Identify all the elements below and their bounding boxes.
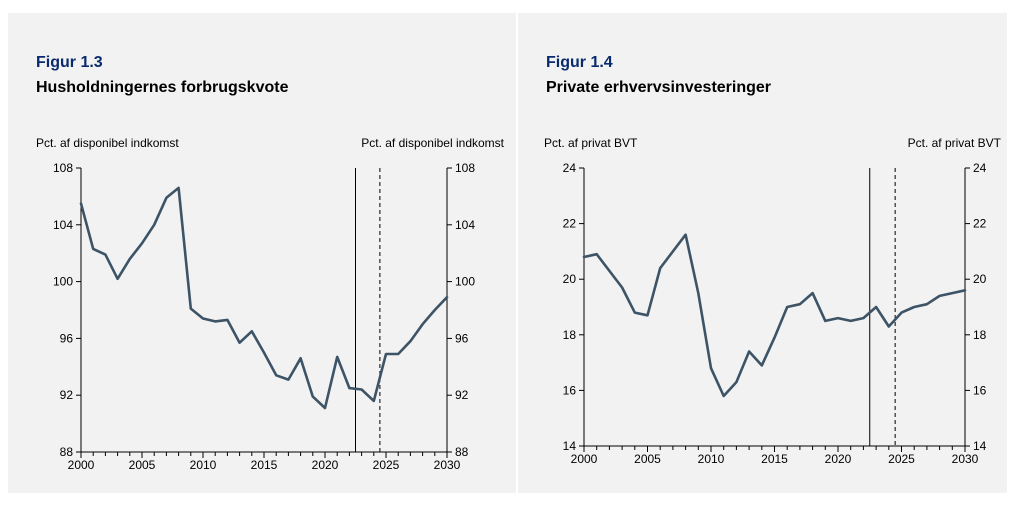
figure-number: Figur 1.4 [546, 54, 613, 71]
y-tick-label-left: 96 [60, 331, 74, 345]
chart-title: Husholdningernes forbrugskvote [36, 79, 289, 96]
x-tick-label: 2030 [952, 452, 979, 466]
y-tick-label-left: 16 [563, 383, 577, 397]
y-axis-label-right: Pct. af disponibel indkomst [361, 136, 504, 150]
x-tick-label: 2025 [373, 458, 400, 472]
x-tick-label: 2000 [68, 458, 95, 472]
x-tick-label: 2010 [190, 458, 217, 472]
y-tick-label-right: 24 [973, 161, 987, 175]
x-tick-label: 2020 [825, 452, 852, 466]
series-line [79, 186, 449, 410]
y-tick-label-left: 108 [53, 161, 73, 175]
y-tick-label-right: 92 [455, 388, 469, 402]
y-tick-label-right: 16 [973, 383, 987, 397]
y-axis-label-right: Pct. af privat BVT [908, 136, 1002, 150]
y-tick-label-right: 14 [973, 439, 987, 453]
y-tick-label-right: 104 [455, 218, 475, 232]
y-tick-label-right: 108 [455, 161, 475, 175]
figure-panel-right: Figur 1.4 Private erhvervsinvesteringer … [518, 13, 1007, 493]
y-tick-label-left: 24 [563, 161, 577, 175]
y-axis-label-left: Pct. af disponibel indkomst [36, 136, 179, 150]
series-line [582, 233, 967, 398]
x-tick-label: 2010 [698, 452, 725, 466]
y-tick-label-left: 104 [53, 218, 73, 232]
chart-forbrugskvote: Pct. af disponibel indkomst Pct. af dispo… [36, 136, 505, 472]
y-tick-label-left: 100 [53, 275, 73, 289]
y-tick-label-right: 20 [973, 272, 987, 286]
figure-number: Figur 1.3 [36, 54, 103, 71]
x-tick-label: 2005 [129, 458, 156, 472]
x-tick-label: 2025 [888, 452, 915, 466]
y-tick-label-left: 92 [60, 388, 74, 402]
y-tick-label-right: 22 [973, 217, 987, 231]
chart-erhvervsinvesteringer: Pct. af privat BVT Pct. af privat BVT 14 14… [544, 136, 1002, 466]
y-tick-label-left: 22 [563, 217, 577, 231]
chart-title: Private erhvervsinvesteringer [546, 79, 772, 96]
y-tick-label-left: 88 [60, 445, 74, 459]
y-axis-label-left: Pct. af privat BVT [544, 136, 638, 150]
y-tick-label-right: 100 [455, 275, 475, 289]
y-tick-label-left: 20 [563, 272, 577, 286]
x-tick-label: 2005 [634, 452, 661, 466]
x-tick-label: 2030 [434, 458, 461, 472]
x-tick-label: 2000 [571, 452, 598, 466]
y-tick-label-left: 18 [563, 328, 577, 342]
x-tick-label: 2015 [251, 458, 278, 472]
y-tick-label-left: 14 [563, 439, 577, 453]
x-tick-label: 2015 [761, 452, 788, 466]
y-tick-label-right: 88 [455, 445, 469, 459]
y-tick-label-right: 18 [973, 328, 987, 342]
x-tick-label: 2020 [312, 458, 339, 472]
y-tick-label-right: 96 [455, 331, 469, 345]
figure-panel-left: Figur 1.3 Husholdningernes forbrugskvote… [8, 13, 516, 493]
